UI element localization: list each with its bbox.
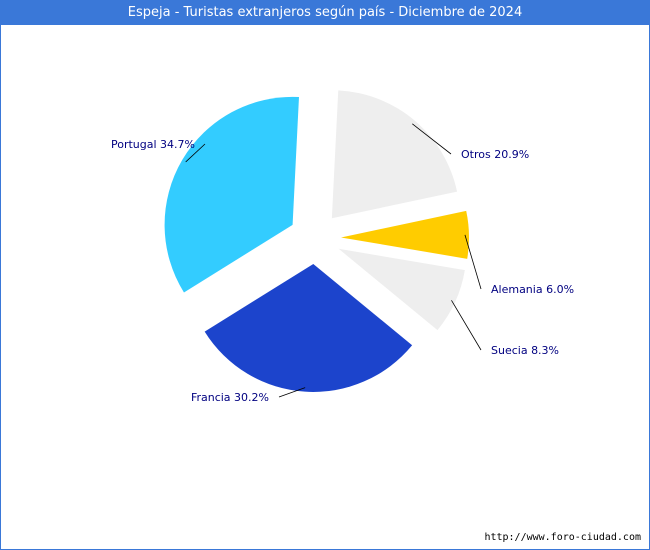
pie-slice-suecia	[338, 248, 465, 331]
leader-line-francia	[278, 387, 306, 398]
slice-label-portugal: Portugal 34.7%	[111, 138, 195, 151]
source-url: http://www.foro-ciudad.com	[484, 532, 641, 543]
leader-line-alemania	[464, 234, 482, 290]
slice-label-otros: Otros 20.9%	[461, 148, 529, 161]
slice-label-francia: Francia 30.2%	[191, 391, 269, 404]
pie-slice-otros	[331, 90, 458, 219]
pie-slice-francia	[204, 263, 413, 392]
leader-line-otros	[412, 123, 452, 155]
pie-slice-alemania	[340, 210, 469, 259]
pie-slice-portugal	[164, 96, 299, 293]
chart-title: Espeja - Turistas extranjeros según país…	[1, 1, 649, 25]
leader-line-suecia	[451, 300, 482, 351]
leader-line-portugal	[185, 143, 206, 163]
slice-label-alemania: Alemania 6.0%	[491, 283, 574, 296]
slice-label-suecia: Suecia 8.3%	[491, 344, 559, 357]
